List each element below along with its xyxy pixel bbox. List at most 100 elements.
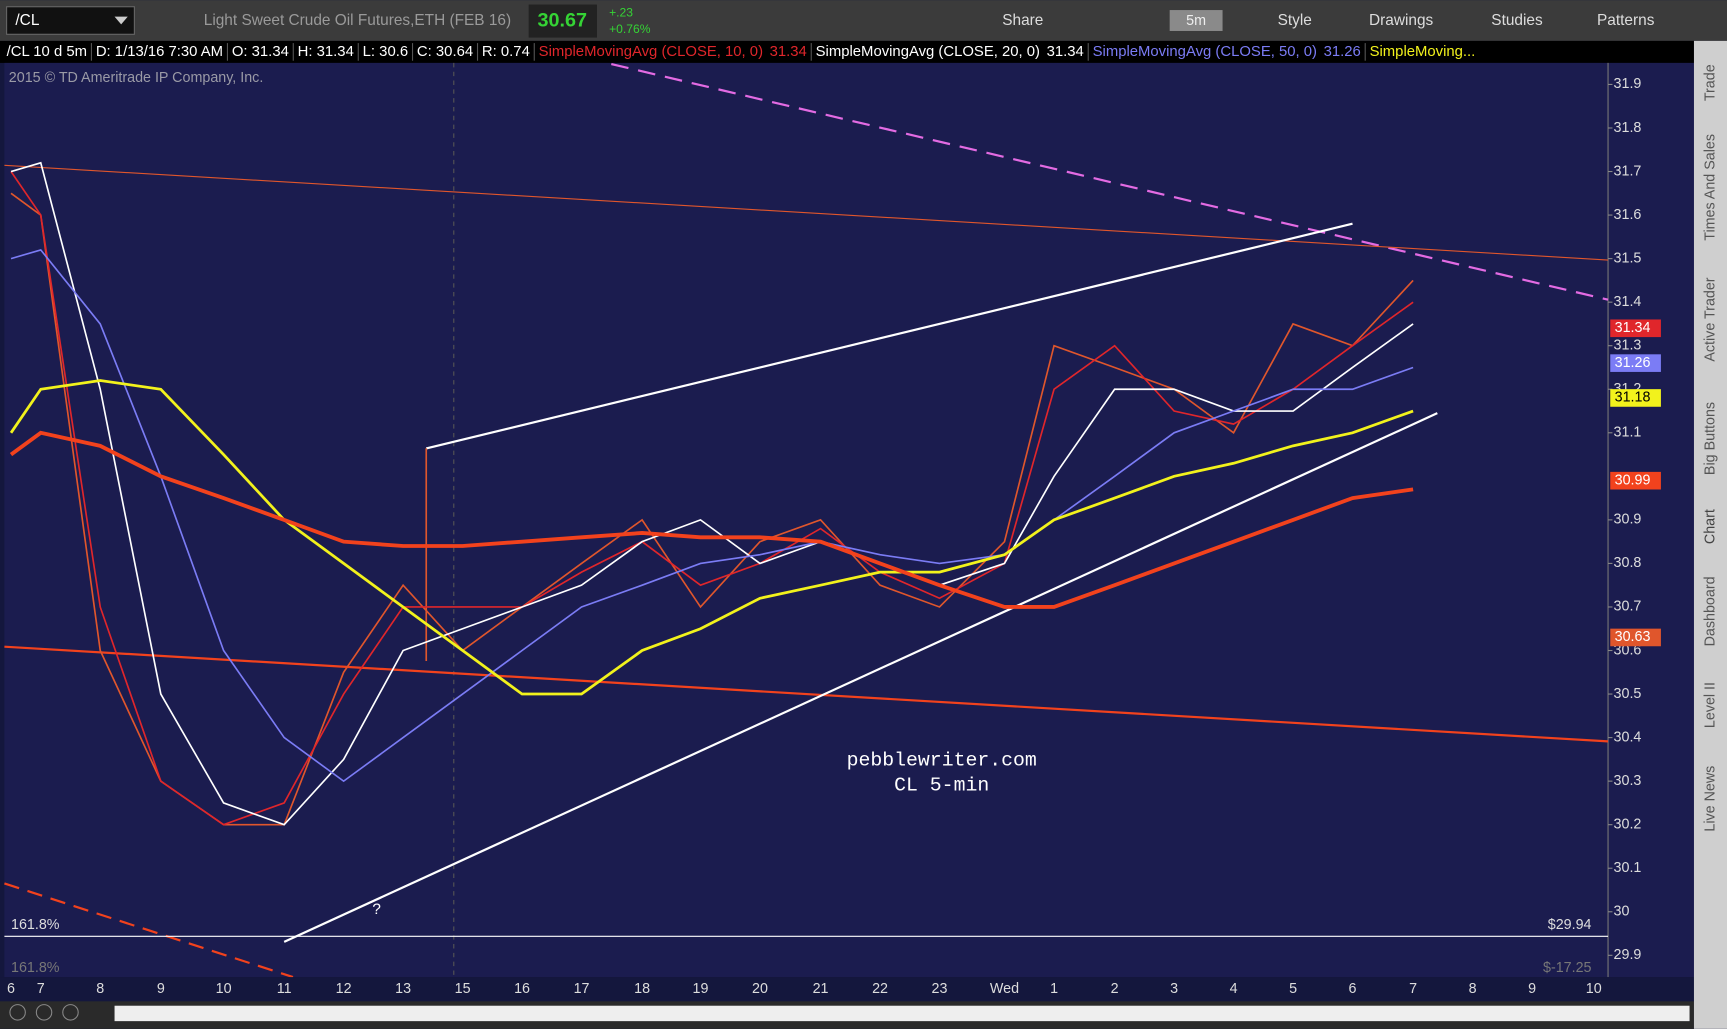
moving-average (10, 161, 1414, 826)
y-tick-label: 31.5 (1614, 250, 1642, 266)
y-tick-label: 31.7 (1614, 163, 1642, 179)
y-tick-label: 30.5 (1614, 686, 1642, 702)
zoom-button[interactable] (35, 1004, 53, 1021)
price-label: $29.94 (1548, 917, 1592, 933)
side-tab[interactable]: Trade (1702, 64, 1718, 101)
y-tick-label: 30.9 (1614, 512, 1642, 528)
legend-value: 31.34 (770, 44, 807, 60)
series-layer: 29.9 30 30.1 30.2 30.3 30.4 30.5 30.6 30.7 30.8 30… (9, 76, 1661, 963)
x-tick-label: 9 (1528, 981, 1536, 997)
side-tab[interactable]: Big Buttons (1702, 402, 1718, 475)
header-field: H: 31.34 (298, 44, 354, 60)
y-tick-label: 31.8 (1614, 120, 1642, 136)
fib-label: 161.8% (11, 960, 60, 976)
header-field: /CL 10 d 5m (7, 44, 87, 60)
x-tick-label: 2 (1111, 981, 1119, 997)
last-price: 30.67 (537, 9, 587, 31)
price-badge (1610, 319, 1661, 338)
description: Light Sweet Crude Oil Futures,ETH (FEB 1… (204, 12, 511, 29)
button[interactable]: 5m (1186, 13, 1206, 29)
trendline (4, 882, 294, 979)
x-tick-label: 4 (1230, 981, 1238, 997)
y-tick-label: 31.1 (1614, 425, 1642, 441)
price-badge-label: 30.63 (1615, 629, 1651, 645)
button[interactable]: Studies (1491, 12, 1543, 29)
x-tick-label: 18 (634, 981, 650, 997)
header-bar (0, 40, 1694, 63)
moving-average (10, 248, 1414, 783)
x-tick-label: 20 (752, 981, 768, 997)
x-tick-label: 12 (336, 981, 352, 997)
net-change: +.23 (609, 6, 633, 20)
copyright: 2015 © TD Ameritrade IP Company, Inc. (9, 70, 264, 86)
annotation: ? (372, 901, 381, 919)
price-badge (1610, 471, 1661, 490)
header: /CL 10 d 5m D: 1/13/16 7:30 AM O: 31.34 H: … (7, 43, 1475, 61)
x-axis-area (0, 977, 1694, 1002)
button[interactable]: Style (1278, 12, 1312, 29)
y-tick-label: 30.3 (1614, 773, 1642, 789)
trendline (4, 645, 1609, 743)
scrollbar[interactable] (114, 1005, 1690, 1022)
header-field: D: 1/13/16 7:30 AM (96, 44, 223, 60)
price-badge (1610, 389, 1661, 407)
symbol-box[interactable] (6, 6, 135, 35)
side-panel (1693, 40, 1727, 1029)
header-field: R: 0.74 (482, 44, 530, 60)
x-tick-label: 3 (1170, 981, 1178, 997)
dropdown-arrow (114, 16, 128, 25)
side-tab[interactable]: Active Trader (1702, 277, 1718, 361)
price-badge-label: 30.99 (1615, 472, 1651, 488)
x-tick-label: 7 (1409, 981, 1417, 997)
toolbar (0, 0, 1727, 41)
side-tab[interactable]: Level II (1702, 682, 1718, 728)
price-label: $-17.25 (1543, 960, 1592, 976)
moving-average (9, 379, 1414, 696)
moving-average (10, 171, 1414, 826)
trendline (611, 62, 1609, 301)
watermark: CL 5-min (894, 774, 989, 797)
x-tick-label: 5 (1289, 981, 1297, 997)
zoom-button[interactable] (62, 1004, 79, 1021)
y-tick-label: 31.6 (1614, 207, 1642, 223)
legend-value: 31.26 (1324, 44, 1361, 60)
x-tick-label: 6 (1349, 981, 1357, 997)
y-tick-label: 30.2 (1614, 816, 1642, 832)
x-tick-label: 16 (514, 981, 530, 997)
plot-area (4, 62, 1609, 978)
header-field: L: 30.6 (363, 44, 408, 60)
button[interactable]: Patterns (1597, 12, 1655, 29)
x-tick-label: 22 (872, 981, 888, 997)
x-tick-label: 6 (7, 981, 15, 997)
side-tab[interactable]: Dashboard (1702, 576, 1718, 646)
moving-average (9, 430, 1414, 609)
y-tick-label: 29.9 (1614, 947, 1642, 963)
legend-value: 31.34 (1047, 44, 1084, 60)
x-tick-label: 21 (813, 981, 829, 997)
x-tick-label: 10 (216, 981, 232, 997)
symbol: /CL (15, 12, 39, 29)
timeframe-box[interactable] (1169, 10, 1223, 31)
fib-label: 161.8% (11, 917, 60, 933)
button[interactable]: Drawings (1369, 12, 1434, 29)
x-tick-label: 13 (395, 981, 411, 997)
drawings (4, 62, 1609, 979)
button[interactable]: Share (1002, 12, 1043, 29)
header-field: C: 30.64 (417, 44, 473, 60)
zoom-button[interactable] (9, 1004, 26, 1021)
trendline (283, 412, 1438, 943)
trendline (4, 164, 1609, 261)
x-tick-label: 19 (693, 981, 709, 997)
side-tab[interactable]: Live News (1702, 766, 1718, 832)
x-tick-label: 15 (455, 981, 471, 997)
pct-change: +0.76% (609, 22, 651, 36)
side-tab[interactable]: Chart (1702, 509, 1718, 544)
price-badge (1610, 628, 1661, 647)
trendline (425, 222, 1353, 450)
side-tab[interactable]: Times And Sales (1702, 134, 1718, 241)
x-tick-label: 10 (1586, 981, 1602, 997)
x-tick-label: 17 (574, 981, 590, 997)
y-tick-label: 30.6 (1614, 642, 1642, 658)
